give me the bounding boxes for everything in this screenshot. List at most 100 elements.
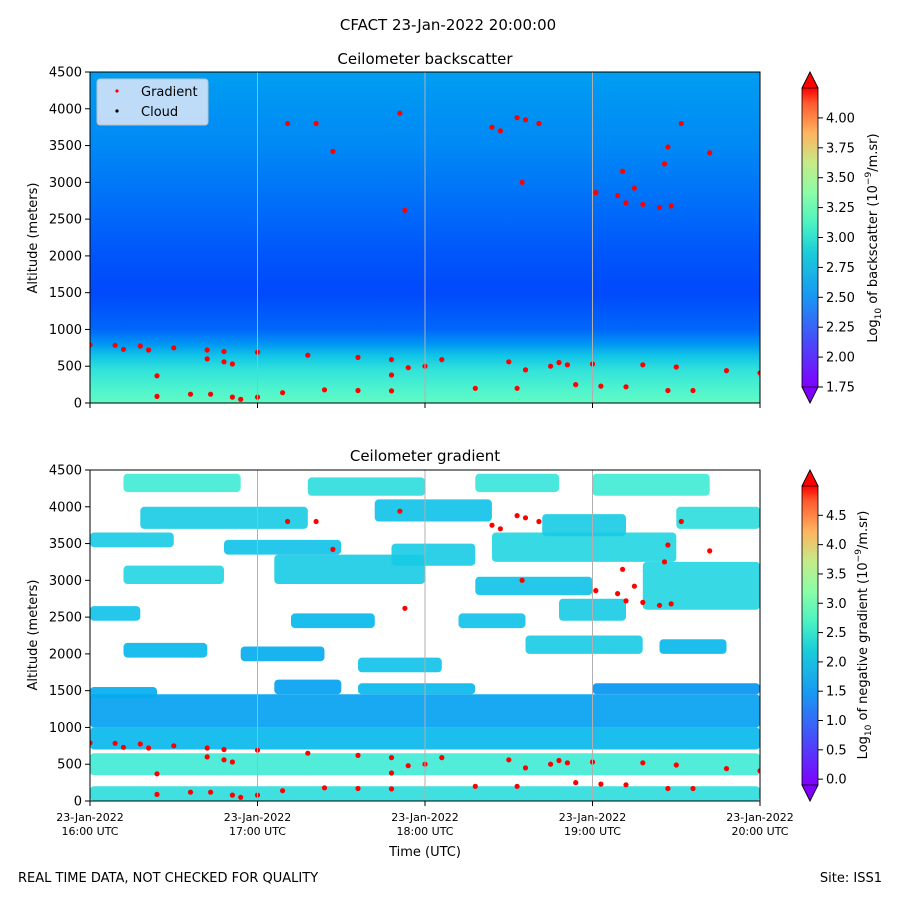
gradient-point xyxy=(171,345,177,351)
gradient-point xyxy=(112,342,118,348)
colorbar-tick-label: 2.0 xyxy=(826,655,847,670)
gradient-point xyxy=(620,566,626,572)
gradient-patch xyxy=(123,473,241,493)
top-x-axis xyxy=(89,403,761,408)
top-y-axis: 0 500 1000 1500 2000 2500 3000 3500 4000 4500 xyxy=(49,66,90,412)
gradient-point xyxy=(620,168,626,174)
top-colorbar-min-extend xyxy=(801,386,819,404)
footer-site: Site: ISS1 xyxy=(820,871,882,886)
gradient-point xyxy=(514,783,520,789)
gradient-point xyxy=(439,357,445,363)
bottom-colorbar-ticks: 0.0 0.5 1.0 1.5 2.0 2.5 3.0 3.5 4.0 4.5 xyxy=(818,509,847,788)
gradient-point xyxy=(656,602,663,608)
gradient-patch xyxy=(458,613,526,629)
gradient-point xyxy=(707,548,713,554)
gradient-patch xyxy=(525,635,643,654)
gradient-point xyxy=(665,542,671,548)
gradient-point xyxy=(522,765,529,771)
y-tick-label: 3000 xyxy=(49,574,82,589)
gradient-patch xyxy=(274,679,342,695)
gradient-point xyxy=(757,370,760,376)
top-gradient-points xyxy=(90,110,760,402)
gradient-point xyxy=(285,518,291,525)
x-tick-label-date: 23-Jan-2022 xyxy=(559,811,627,824)
figure-suptitle: CFACT 23-Jan-2022 20:00:00 xyxy=(340,16,556,34)
y-tick-label: 4500 xyxy=(49,66,82,81)
x-tick-label-time: 20:00 UTC xyxy=(731,825,788,838)
y-tick-label: 1500 xyxy=(49,286,82,301)
gradient-point xyxy=(330,148,336,154)
gradient-patch xyxy=(291,613,375,629)
gradient-point xyxy=(757,768,760,774)
gradient-point xyxy=(146,347,152,353)
gradient-point xyxy=(598,781,604,787)
x-tick-label-date: 23-Jan-2022 xyxy=(391,811,459,824)
gradient-point xyxy=(137,741,143,747)
legend: Gradient Cloud xyxy=(96,78,209,126)
gradient-point xyxy=(678,518,684,525)
gradient-point xyxy=(631,185,638,191)
colorbar-tick-label: 1.75 xyxy=(826,381,855,396)
gradient-patch xyxy=(492,532,677,562)
gradient-point xyxy=(204,754,210,760)
gradient-point xyxy=(397,508,403,514)
gradient-patch xyxy=(90,687,157,698)
gradient-point xyxy=(668,203,674,209)
gradient-point xyxy=(593,588,599,594)
gradient-point xyxy=(623,782,629,788)
gradient-point xyxy=(723,766,730,772)
top-colorbar-ticks: 1.75 2.00 2.25 2.50 2.75 3.00 3.25 3.50 3.75 4.00 xyxy=(818,111,855,396)
gradient-point xyxy=(221,348,227,355)
gradient-point xyxy=(548,761,554,767)
gradient-point xyxy=(238,794,244,800)
gradient-point xyxy=(548,363,554,369)
gradient-point xyxy=(573,780,579,786)
colorbar-tick-label: 2.25 xyxy=(826,321,855,336)
colorbar-tick-label: 3.00 xyxy=(826,231,855,246)
gradient-point xyxy=(489,124,495,130)
gradient-point xyxy=(90,740,93,746)
gradient-point xyxy=(208,789,214,795)
bottom-y-axis-label: Altitude (meters) xyxy=(26,580,41,691)
gradient-point xyxy=(665,144,671,150)
gradient-point xyxy=(204,745,210,751)
gradient-patch xyxy=(374,499,492,522)
gradient-point xyxy=(229,394,235,400)
gradient-point xyxy=(506,757,512,763)
gradient-point xyxy=(187,391,194,397)
gradient-point xyxy=(305,750,311,756)
gradient-point xyxy=(187,789,194,795)
gradient-point xyxy=(221,359,227,365)
gradient-point xyxy=(154,393,160,399)
gradient-point xyxy=(665,785,671,792)
gradient-point xyxy=(402,605,408,611)
gradient-point xyxy=(661,559,668,565)
gradient-point xyxy=(690,387,696,394)
top-time-gridlines xyxy=(257,72,593,403)
gradient-point xyxy=(112,740,118,746)
y-tick-label: 3000 xyxy=(49,176,82,191)
y-tick-label: 1500 xyxy=(49,684,82,699)
gradient-point xyxy=(673,364,679,370)
y-tick-label: 0 xyxy=(74,397,82,412)
gradient-point xyxy=(640,362,646,368)
gradient-point xyxy=(665,387,671,394)
y-tick-label: 2500 xyxy=(49,611,82,626)
gradient-point xyxy=(355,785,361,792)
gradient-point xyxy=(556,757,562,764)
gradient-point xyxy=(405,763,411,769)
bottom-colorbar-max-extend xyxy=(801,469,819,487)
gradient-point xyxy=(229,792,235,798)
gradient-point xyxy=(120,744,127,750)
colorbar-tick-label: 4.5 xyxy=(826,509,847,524)
gradient-point xyxy=(489,522,495,528)
x-tick-label-time: 17:00 UTC xyxy=(229,825,286,838)
gradient-patch xyxy=(659,639,727,654)
gradient-patch xyxy=(90,606,141,621)
legend-gradient-marker xyxy=(115,89,119,93)
colorbar-tick-label: 1.5 xyxy=(826,685,847,700)
gradient-point xyxy=(623,200,629,206)
colorbar-tick-label: 0.5 xyxy=(826,743,847,758)
top-y-axis-label: Altitude (meters) xyxy=(26,183,41,294)
gradient-point xyxy=(593,190,599,196)
